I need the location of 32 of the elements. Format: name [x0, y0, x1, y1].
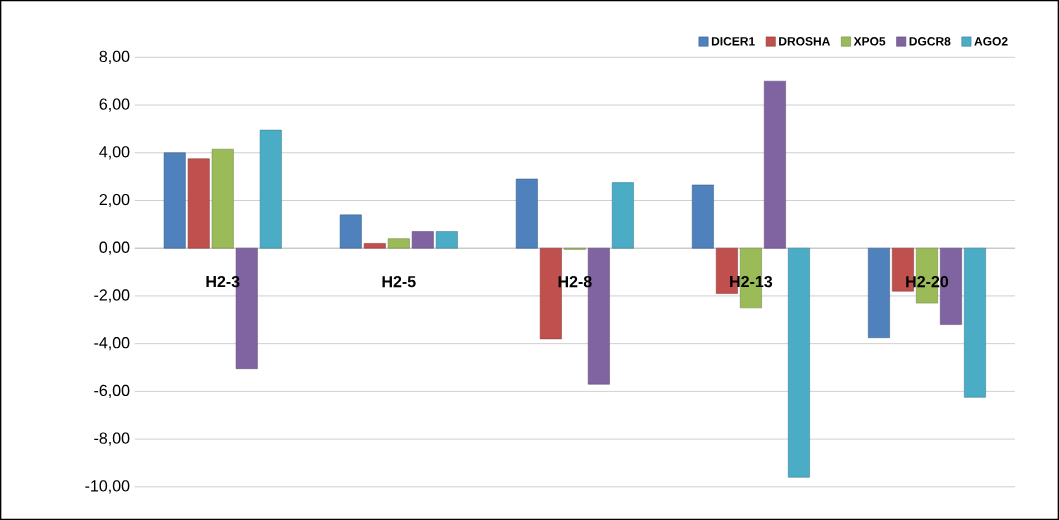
y-tick-label: -8,00	[94, 432, 130, 446]
bar	[515, 178, 538, 249]
bar	[259, 129, 282, 249]
y-tick-label: -6,00	[94, 384, 130, 398]
bar	[611, 182, 634, 249]
y-tick-label: -10,00	[85, 480, 130, 494]
bar	[163, 152, 186, 249]
bar	[387, 238, 410, 249]
y-tick-label: 8,00	[99, 50, 130, 64]
bar	[363, 243, 386, 249]
y-tick-label: 6,00	[99, 98, 130, 112]
legend-label: AGO2	[974, 36, 1008, 46]
bar	[787, 247, 810, 478]
legend-label: DICER1	[711, 36, 755, 46]
y-tick-label: 4,00	[99, 146, 130, 160]
y-tick-label: -4,00	[94, 336, 130, 351]
legend-label: XPO5	[853, 36, 886, 46]
bar	[691, 184, 714, 249]
y-tick-label: -2,00	[94, 289, 130, 303]
legend-label: DGCR8	[909, 36, 951, 46]
y-tick-label: 0,00	[99, 241, 130, 255]
bar	[411, 231, 434, 249]
y-tick-label: 2,00	[99, 193, 130, 208]
bar	[435, 231, 458, 249]
bar	[211, 148, 234, 249]
bar	[187, 158, 210, 249]
bar	[964, 247, 986, 398]
legend-label: DROSHA	[779, 36, 831, 46]
bar	[339, 214, 362, 249]
x-tick-label: H2-5	[382, 275, 416, 288]
bar	[763, 80, 786, 249]
bar	[868, 247, 890, 338]
